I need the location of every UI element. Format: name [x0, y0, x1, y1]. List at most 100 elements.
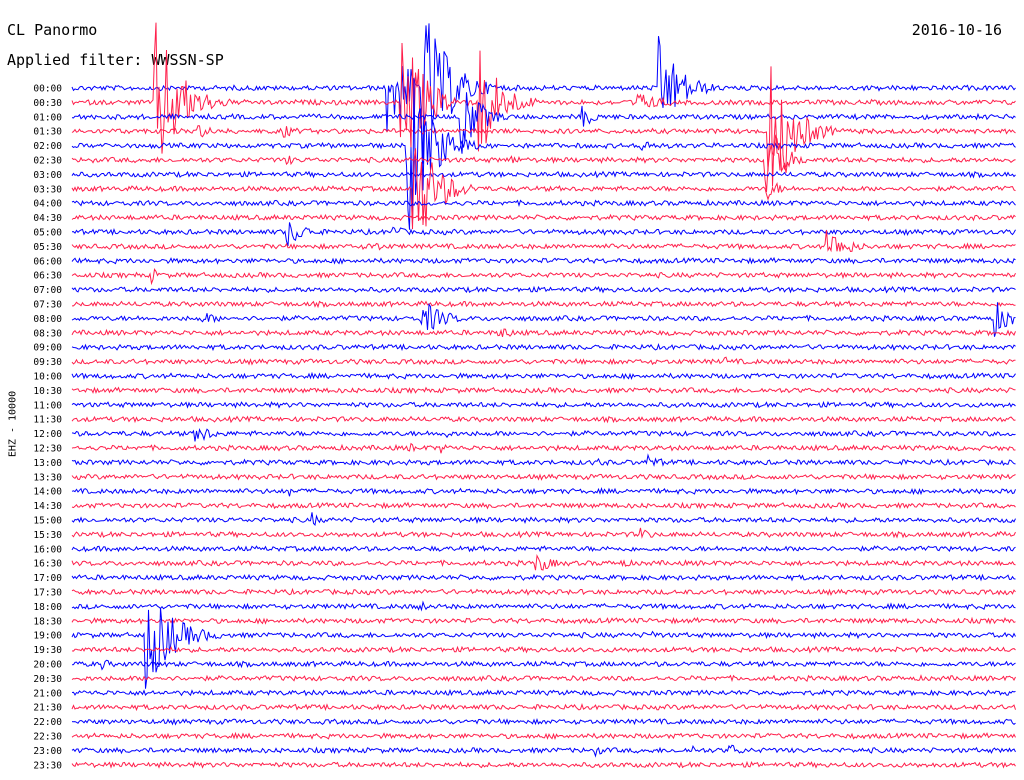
- trace-row-1830: [71, 616, 1016, 625]
- trace-row-2200: [71, 717, 1016, 726]
- row-time-label: 18:00: [33, 602, 62, 613]
- row-time-label: 07:00: [33, 285, 62, 296]
- row-time-label: 02:30: [33, 156, 62, 167]
- row-time-label: 16:30: [33, 559, 62, 570]
- trace-row-0530: [71, 229, 1016, 253]
- row-time-label: 08:30: [33, 328, 62, 339]
- filter-label: Applied filter: WWSSN-SP: [7, 51, 224, 69]
- row-time-label: 08:00: [33, 314, 62, 325]
- trace-row-0400: [71, 198, 1016, 207]
- trace-row-1200: [71, 427, 1016, 442]
- row-time-label: 15:00: [33, 516, 62, 527]
- trace-row-1500: [71, 512, 1016, 526]
- trace-row-1130: [71, 415, 1016, 424]
- row-time-label: 23:00: [33, 746, 62, 757]
- row-time-label: 09:30: [33, 357, 62, 368]
- row-time-label: 00:30: [33, 98, 62, 109]
- trace-row-0830: [71, 328, 1016, 338]
- row-time-label: 11:30: [33, 415, 62, 426]
- trace-row-0630: [71, 268, 1016, 286]
- row-time-label: 12:00: [33, 429, 62, 440]
- trace-row-1730: [71, 587, 1016, 597]
- trace-row-0900: [71, 343, 1016, 352]
- trace-row-0500: [71, 222, 1016, 246]
- trace-row-1530: [71, 527, 1016, 539]
- row-time-label: 09:00: [33, 343, 62, 354]
- trace-row-0300: [71, 170, 1016, 179]
- trace-row-1430: [71, 501, 1016, 510]
- trace-row-0730: [72, 300, 1016, 309]
- row-time-label: 20:00: [33, 660, 62, 671]
- trace-row-0000: [71, 23, 1016, 164]
- trace-row-1630: [71, 553, 1016, 571]
- trace-row-2030: [71, 674, 1016, 683]
- trace-row-1230: [71, 442, 1016, 454]
- row-time-label: 21:00: [33, 688, 62, 699]
- trace-row-1600: [71, 545, 1016, 553]
- row-time-label: 22:30: [33, 732, 62, 743]
- trace-row-0700: [71, 285, 1016, 294]
- trace-row-1300: [71, 453, 1016, 467]
- trace-row-1000: [71, 371, 1016, 380]
- row-time-label: 20:30: [33, 674, 62, 685]
- trace-row-0330: [71, 148, 1016, 230]
- row-time-label: 10:00: [33, 372, 62, 383]
- trace-row-2330: [71, 760, 1016, 769]
- row-time-label: 03:30: [33, 184, 62, 195]
- row-time-label: 13:30: [33, 472, 62, 483]
- row-time-label: 22:00: [33, 717, 62, 728]
- trace-row-1930: [71, 645, 1016, 654]
- row-time-label: 01:00: [33, 112, 62, 123]
- station-name: CL Panormo: [7, 21, 98, 39]
- trace-row-0030: [71, 22, 1016, 154]
- row-time-label: 04:30: [33, 213, 62, 224]
- trace-row-1030: [71, 386, 1016, 395]
- row-time-label: 02:00: [33, 141, 62, 152]
- row-time-label: 12:30: [33, 444, 62, 455]
- row-time-label: 11:00: [33, 400, 62, 411]
- row-time-label: 14:00: [33, 487, 62, 498]
- trace-row-0200: [71, 79, 1016, 230]
- row-time-label: 17:30: [33, 588, 62, 599]
- row-time-label: 17:00: [33, 573, 62, 584]
- row-time-label: 18:30: [33, 616, 62, 627]
- row-time-label: 06:00: [33, 256, 62, 267]
- row-time-label: 14:30: [33, 501, 62, 512]
- record-date: 2016-10-16: [911, 21, 1002, 39]
- row-time-label: 23:30: [33, 760, 62, 771]
- row-time-label: 16:00: [33, 544, 62, 555]
- trace-row-0100: [71, 92, 1016, 154]
- trace-row-1330: [71, 473, 1016, 481]
- trace-row-2100: [71, 688, 1016, 697]
- trace-row-2000: [71, 659, 1016, 671]
- trace-row-1700: [71, 573, 1016, 582]
- trace-row-0130: [71, 66, 1016, 187]
- row-time-label: 00:00: [33, 84, 62, 95]
- trace-row-0230: [71, 134, 1016, 193]
- row-time-label: 04:00: [33, 199, 62, 210]
- trace-row-0430: [71, 213, 1016, 222]
- trace-row-2130: [71, 703, 1016, 712]
- row-time-label: 01:30: [33, 127, 62, 138]
- row-time-label: 10:30: [33, 386, 62, 397]
- trace-row-1100: [71, 400, 1016, 409]
- trace-row-1400: [71, 487, 1016, 497]
- trace-row-1800: [71, 600, 1016, 612]
- row-time-label: 21:30: [33, 703, 62, 714]
- row-time-label: 05:30: [33, 242, 62, 253]
- trace-row-0800: [71, 302, 1016, 337]
- trace-row-1900: [71, 607, 1016, 689]
- row-time-label: 05:00: [33, 228, 62, 239]
- row-time-label: 13:00: [33, 458, 62, 469]
- row-time-label: 19:00: [33, 631, 62, 642]
- trace-row-2230: [71, 731, 1016, 740]
- trace-row-0930: [71, 356, 1016, 366]
- row-time-label: 07:30: [33, 300, 62, 311]
- row-time-label: 06:30: [33, 271, 62, 282]
- trace-row-2300: [71, 744, 1016, 758]
- row-time-label: 15:30: [33, 530, 62, 541]
- row-time-label: 19:30: [33, 645, 62, 656]
- row-time-label: 03:00: [33, 170, 62, 181]
- trace-row-0600: [71, 256, 1016, 265]
